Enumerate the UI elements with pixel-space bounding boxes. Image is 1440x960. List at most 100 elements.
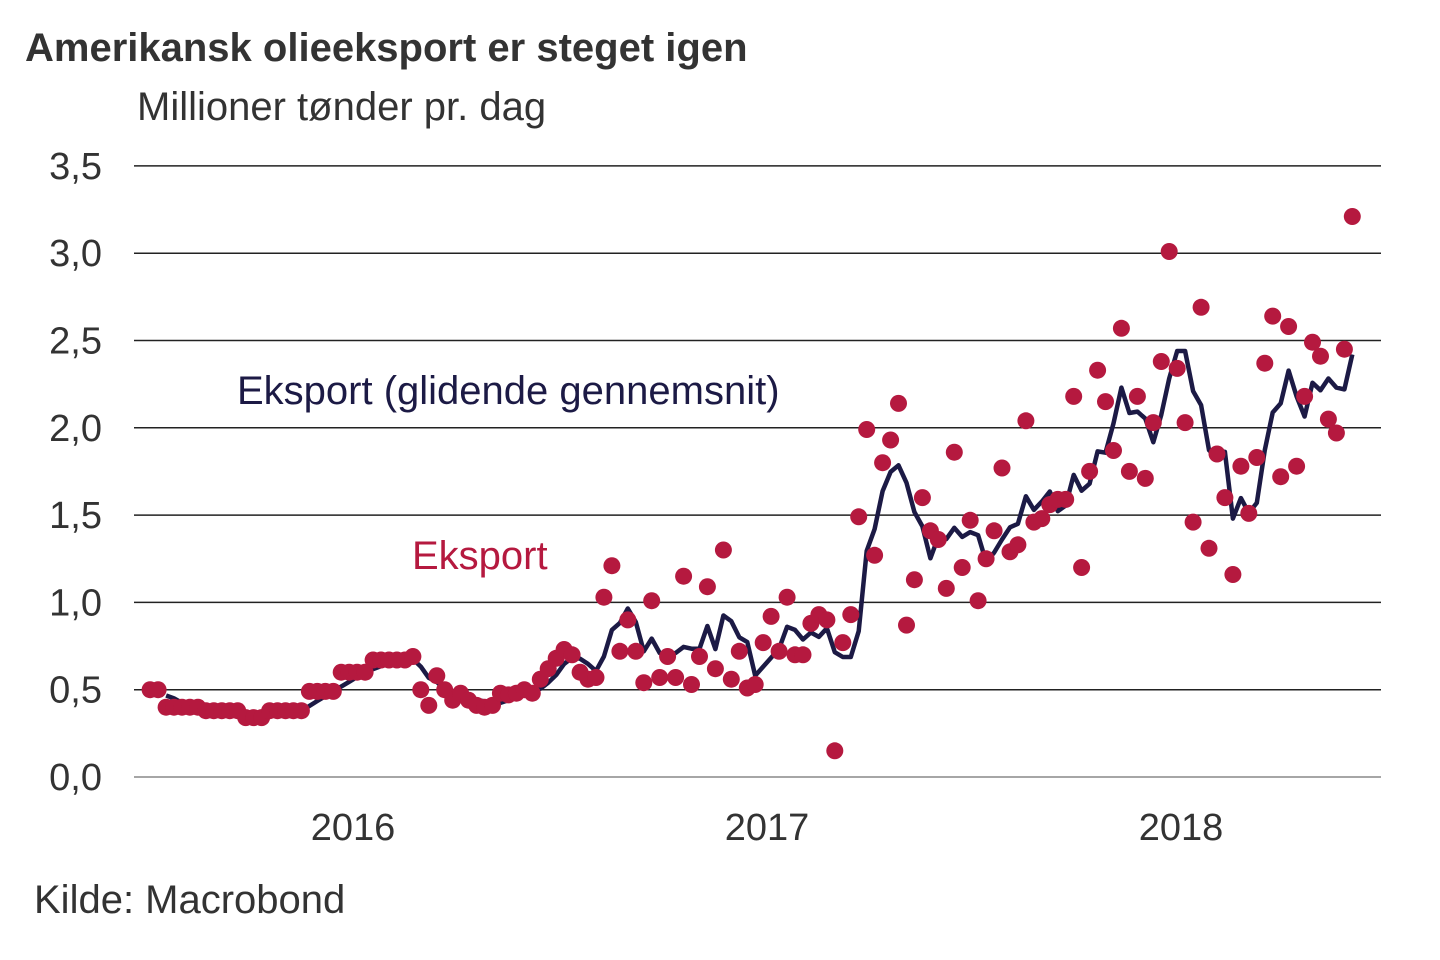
export-data-point: [874, 454, 892, 472]
export-data-point: [1335, 340, 1353, 358]
export-data-point: [770, 642, 788, 660]
export-data-point: [754, 634, 772, 652]
x-tick-label: 2016: [311, 807, 396, 849]
export-data-point: [1280, 318, 1298, 335]
export-data-point: [778, 588, 796, 606]
export-data-point: [1160, 243, 1178, 260]
y-tick-label: 1,5: [49, 495, 102, 537]
export-data-point: [834, 634, 852, 652]
y-tick-label: 3,0: [49, 233, 102, 275]
export-data-point: [898, 616, 915, 634]
export-data-point: [404, 648, 422, 665]
y-tick-label: 0,0: [49, 757, 102, 799]
export-data-point: [882, 431, 900, 449]
export-data-point: [1216, 489, 1234, 507]
export-data-point: [1057, 490, 1075, 508]
export-data-point: [1097, 393, 1114, 411]
export-data-point: [937, 579, 955, 597]
export-data-point: [635, 674, 653, 692]
export-data-point: [1304, 333, 1321, 351]
export-data-point: [1017, 412, 1035, 430]
export-data-point: [1136, 469, 1154, 487]
export-data-point: [651, 669, 669, 686]
export-data-point: [1009, 536, 1027, 554]
export-data-point: [619, 611, 637, 629]
export-data-point: [1128, 387, 1146, 405]
export-data-point: [1033, 510, 1051, 528]
export-data-point: [1184, 513, 1202, 531]
export-data-point: [1144, 414, 1162, 432]
export-data-point: [929, 531, 947, 548]
export-data-point: [1065, 387, 1083, 405]
export-data-point: [826, 742, 844, 760]
export-data-point: [961, 511, 979, 529]
export-data-point: [484, 696, 501, 714]
export-data-point: [149, 681, 167, 699]
export-data-point: [1112, 319, 1130, 337]
export-data-point: [683, 676, 700, 693]
export-data-point: [1105, 442, 1122, 459]
export-data-point: [818, 611, 836, 629]
export-data-point: [1319, 410, 1337, 428]
export-data-point: [1224, 566, 1242, 583]
export-data-point: [603, 557, 621, 575]
export-data-point: [292, 702, 310, 720]
export-data-point: [420, 696, 438, 714]
export-data-point: [746, 676, 764, 693]
export-data-point: [659, 648, 677, 665]
export-data-point: [356, 663, 374, 681]
export-data-point: [858, 421, 876, 438]
export-data-point: [722, 670, 740, 688]
export-data-point: [523, 684, 541, 702]
export-data-point: [985, 522, 1003, 540]
y-tick-label: 2,5: [49, 321, 102, 363]
export-data-point: [1240, 504, 1258, 522]
export-data-point: [945, 443, 963, 461]
export-data-point: [428, 667, 446, 685]
export-data-point: [611, 642, 629, 660]
export-data-point: [866, 546, 884, 564]
export-data-point: [563, 646, 581, 664]
export-data-point: [1343, 208, 1361, 225]
export-data-point: [850, 508, 868, 526]
y-tick-label: 0,5: [49, 670, 102, 712]
y-tick-label: 3,5: [49, 146, 102, 188]
y-tick-label: 1,0: [49, 582, 102, 624]
export-data-point: [1073, 559, 1091, 576]
export-data-point: [1288, 457, 1306, 475]
export-data-point: [1192, 298, 1210, 316]
chart-title: Amerikansk olieeksport er steget igen: [25, 26, 748, 70]
export-data-point: [706, 660, 724, 678]
export-data-point: [890, 394, 907, 412]
export-data-point: [698, 578, 716, 596]
export-data-point: [675, 567, 693, 585]
export-data-point: [730, 642, 748, 660]
export-data-point: [1120, 462, 1138, 480]
export-data-point: [1296, 387, 1314, 405]
export-data-point: [1152, 353, 1170, 370]
export-data-point: [587, 669, 605, 686]
export-data-point: [1081, 462, 1099, 480]
export-data-point: [1272, 468, 1290, 486]
export-data-point: [842, 606, 860, 624]
export-data-point: [1256, 354, 1274, 372]
x-tick-label: 2018: [1139, 807, 1224, 849]
export-data-point: [1312, 347, 1329, 365]
export-data-point: [691, 648, 708, 665]
export-data-point: [412, 681, 430, 699]
export-data-point: [953, 559, 971, 576]
export-data-point: [1176, 414, 1194, 432]
export-data-point: [595, 588, 613, 606]
export-data-point: [667, 669, 685, 686]
export-data-point: [905, 571, 923, 589]
export-data-point: [714, 541, 732, 559]
export-data-point: [1089, 361, 1107, 379]
dots-series-label: Eksport: [412, 534, 548, 578]
export-data-point: [643, 592, 661, 610]
y-tick-label: 2,0: [49, 408, 102, 450]
export-data-point: [1168, 359, 1186, 377]
export-data-point: [627, 642, 645, 660]
line-series-label: Eksport (glidende gennemsnit): [237, 369, 780, 413]
export-data-point: [794, 646, 812, 664]
